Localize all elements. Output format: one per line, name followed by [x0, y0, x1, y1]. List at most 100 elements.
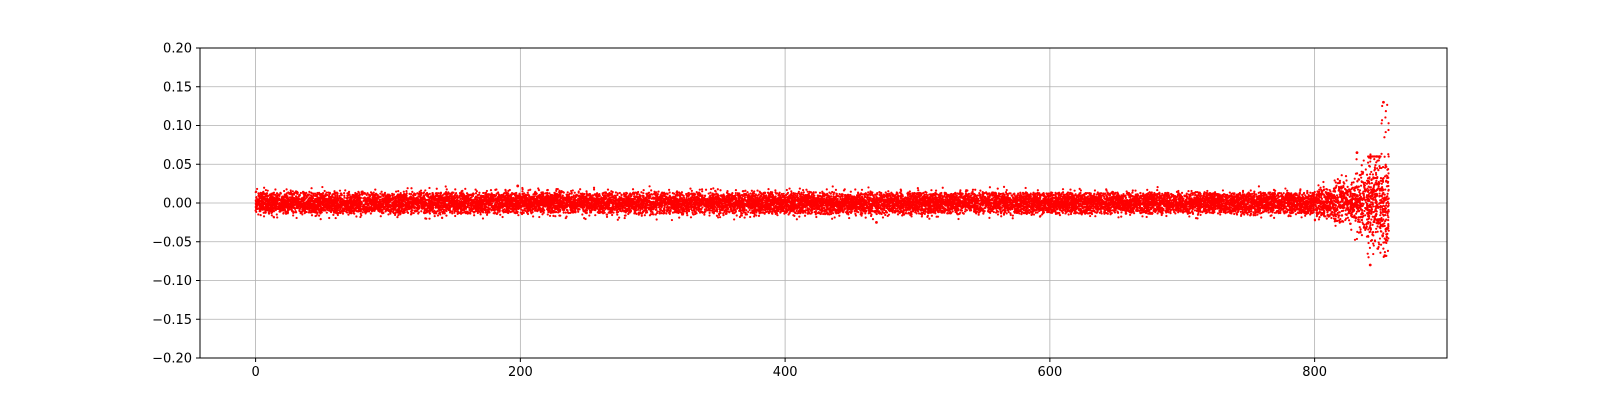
data-point	[970, 209, 973, 212]
data-point	[581, 213, 584, 216]
data-point	[806, 190, 809, 193]
data-point	[319, 218, 322, 221]
data-point	[1078, 187, 1081, 190]
data-point	[276, 216, 279, 219]
data-point	[1249, 189, 1252, 192]
data-point	[756, 189, 759, 192]
data-point	[815, 215, 818, 219]
data-point	[776, 214, 779, 217]
data-point	[263, 186, 266, 189]
data-point	[445, 188, 448, 191]
data-point	[798, 215, 801, 218]
data-point	[635, 212, 638, 215]
data-point	[292, 214, 295, 217]
data-point	[805, 188, 808, 191]
data-point	[424, 189, 427, 192]
data-point	[1092, 207, 1095, 210]
data-point	[1161, 192, 1164, 195]
data-point	[562, 211, 565, 214]
data-point	[1253, 190, 1256, 193]
data-point	[474, 192, 478, 195]
data-point	[445, 214, 448, 217]
data-point	[631, 188, 635, 191]
data-points	[254, 100, 1390, 267]
data-point	[1206, 189, 1209, 193]
data-point	[825, 188, 828, 191]
data-point	[923, 212, 926, 216]
data-point	[402, 190, 405, 193]
data-point	[284, 212, 288, 215]
data-point	[1131, 189, 1134, 192]
data-point	[930, 189, 933, 192]
data-point	[341, 212, 345, 215]
data-point	[317, 214, 321, 217]
data-point	[332, 213, 335, 216]
data-point	[640, 191, 643, 194]
data-point	[1156, 212, 1159, 215]
data-point	[1257, 191, 1260, 194]
data-point	[941, 186, 944, 189]
data-point	[792, 214, 795, 217]
data-point	[571, 189, 574, 192]
data-point	[1187, 189, 1190, 193]
data-point	[474, 188, 477, 191]
data-point	[1129, 213, 1132, 216]
data-point	[1089, 214, 1092, 218]
data-point	[814, 191, 817, 194]
data-point	[579, 188, 582, 191]
data-point	[612, 211, 615, 214]
data-point	[444, 185, 447, 188]
data-point	[709, 187, 713, 191]
data-point	[489, 189, 493, 192]
data-point	[1117, 216, 1120, 219]
data-point	[867, 186, 870, 189]
data-point	[743, 196, 747, 199]
data-point	[838, 214, 841, 217]
data-point	[831, 217, 834, 220]
data-point	[397, 214, 400, 217]
data-point	[548, 214, 552, 217]
data-point	[881, 216, 885, 219]
data-point	[920, 215, 923, 218]
data-point	[704, 188, 708, 191]
data-point	[554, 215, 557, 218]
data-point	[618, 191, 621, 195]
data-point	[395, 190, 398, 193]
data-point	[680, 191, 684, 194]
data-point	[639, 209, 642, 212]
data-point	[1011, 217, 1014, 220]
data-point	[1239, 214, 1243, 217]
data-point	[818, 191, 822, 195]
data-point	[1069, 188, 1072, 191]
data-point	[833, 216, 836, 219]
data-point	[668, 191, 671, 194]
data-point	[1156, 186, 1159, 189]
data-point	[734, 189, 738, 192]
data-point	[454, 188, 457, 191]
data-point	[1156, 188, 1159, 192]
data-point	[678, 216, 681, 219]
data-point	[417, 211, 420, 214]
data-point	[643, 214, 646, 217]
data-point	[334, 216, 337, 220]
data-point	[397, 190, 400, 193]
data-point	[744, 189, 747, 192]
data-point	[440, 216, 444, 219]
data-point	[594, 214, 597, 217]
data-point	[527, 189, 530, 192]
data-point	[749, 192, 752, 195]
data-point	[1188, 215, 1191, 218]
data-point	[255, 187, 259, 191]
data-point	[473, 214, 476, 217]
data-point	[347, 213, 350, 216]
data-point	[606, 188, 610, 191]
data-point	[405, 189, 408, 193]
data-point	[996, 187, 999, 190]
data-point	[448, 192, 451, 195]
data-point	[321, 185, 324, 189]
data-point	[934, 189, 938, 192]
data-point	[753, 215, 756, 218]
data-point	[1221, 189, 1225, 192]
data-point	[1067, 213, 1070, 216]
data-point	[573, 191, 576, 194]
